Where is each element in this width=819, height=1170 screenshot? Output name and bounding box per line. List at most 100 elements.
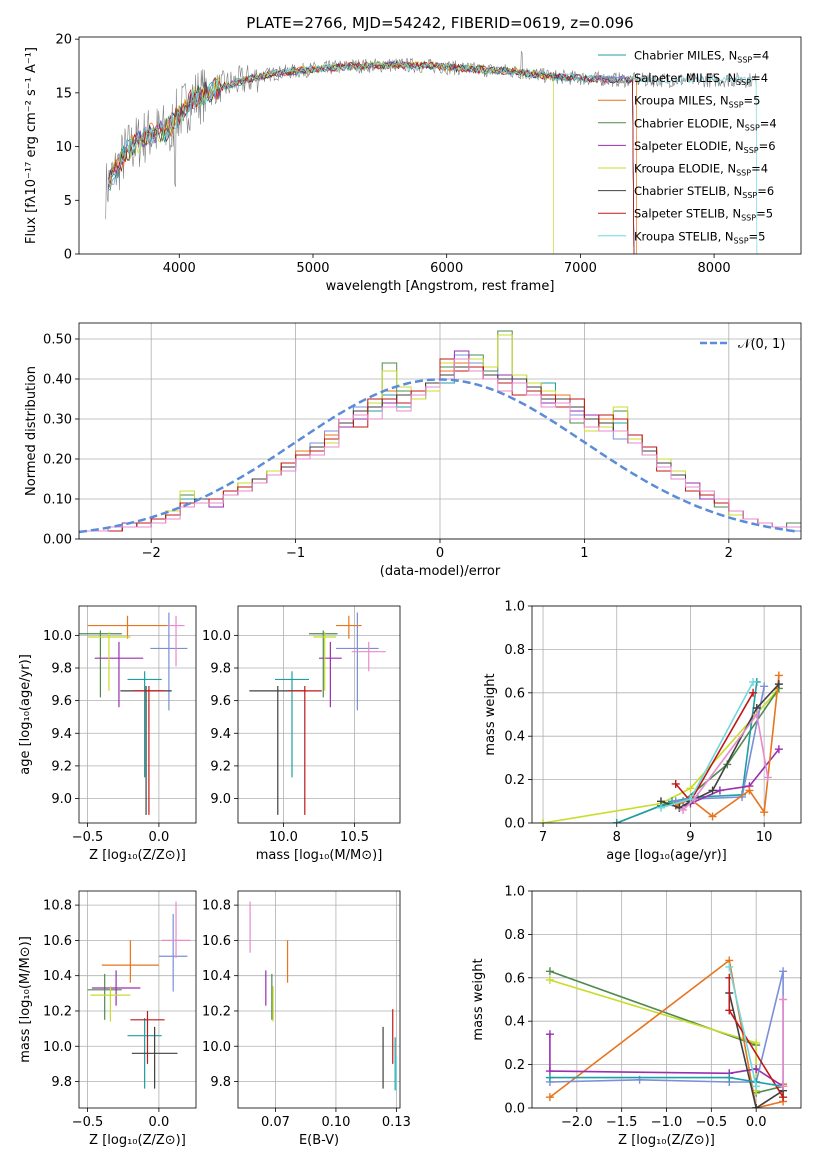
z-mass-xtick-label: −0.5 [72, 1115, 104, 1130]
mass-age-xtick-label: 10.0 [269, 830, 298, 845]
ebv-mass-xtick-label: 0.13 [382, 1115, 411, 1130]
legend-label: Salpeter MILES, NSSP=4 [634, 71, 768, 87]
z-weight-marker [752, 1082, 761, 1091]
mass-age-ytick-label: 9.2 [210, 759, 231, 774]
age-weight-marker [686, 784, 695, 793]
age-weight-marker [708, 786, 717, 795]
z-mass-ytick-label: 10.6 [43, 934, 72, 949]
residuals-ylabel: Normed distribution [24, 366, 39, 496]
legend-label: Kroupa MILES, NSSP=5 [634, 94, 760, 110]
spectrum-xlabel: wavelength [Angstrom, rest frame] [326, 279, 555, 294]
residuals-xtick-label: 2 [725, 546, 733, 561]
age-weight-ytick-label: 0.4 [504, 730, 525, 745]
age-weight-marker [708, 812, 717, 821]
mass-age-point [313, 632, 337, 691]
z-age-plot-area [79, 612, 188, 815]
age-weight-frame [531, 605, 802, 824]
residuals-ytick-label: 0.30 [43, 413, 72, 428]
residuals-xtick-label: −2 [142, 546, 161, 561]
spectrum-frame [78, 36, 802, 255]
z-mass-frame [78, 890, 197, 1109]
z-weight-marker [545, 967, 554, 976]
age-weight-ylabel: mass weight [483, 673, 498, 755]
z-weight-ytick-label: 0.0 [504, 1102, 525, 1117]
spectrum-xtick-label: 4000 [163, 261, 196, 276]
model-fit-line [108, 60, 635, 254]
age-weight-plot-area [539, 671, 783, 823]
z-age-point [87, 615, 168, 639]
mass-age-ytick-label: 9.6 [210, 694, 231, 709]
z-mass-panel: −0.5 0.0 9.8 10.0 10.2 10.4 10.6 10.8 Z [log₁₀(Z… [18, 890, 197, 1148]
spectrum-ytick-label: 10 [55, 140, 72, 155]
z-weight-marker [545, 975, 554, 984]
z-mass-ylabel: mass [log₁₀(M/M⊙)] [18, 936, 33, 1063]
age-weight-marker [774, 680, 783, 689]
z-mass-point [90, 986, 131, 1022]
age-weight-marker [612, 819, 621, 823]
z-mass-ytick-label: 10.4 [43, 969, 72, 984]
ebv-mass-frame [237, 890, 401, 1109]
age-weight-ytick-label: 0.2 [504, 773, 525, 788]
residuals-ytick-label: 0.10 [43, 493, 72, 508]
mass-age-point [287, 685, 322, 815]
age-weight-marker [715, 786, 724, 795]
z-weight-ytick-label: 0.8 [504, 928, 525, 943]
residuals-xtick-label: −1 [286, 546, 305, 561]
z-weight-marker [545, 1093, 554, 1102]
z-age-xtick-label: −0.5 [72, 830, 104, 845]
age-weight-marker [679, 805, 688, 814]
age-weight-marker [671, 779, 680, 788]
legend-label: Salpeter STELIB, NSSP=5 [634, 207, 773, 223]
z-weight-xtick-label: −0.5 [696, 1115, 728, 1130]
z-weight-xtick-label: −1.5 [606, 1115, 638, 1130]
spectrum-xtick-label: 7000 [564, 261, 597, 276]
mass-age-point [274, 671, 310, 778]
age-weight-marker [763, 773, 772, 782]
spectrum-xtick-label: 5000 [296, 261, 329, 276]
z-weight-marker [545, 1073, 554, 1082]
spectrum-ytick-label: 5 [64, 194, 72, 209]
legend-label: Chabrier ELODIE, NSSP=4 [634, 116, 777, 132]
z-weight-xlabel: Z [log₁₀(Z/Z⊙)] [618, 1133, 715, 1148]
spectrum-plot-area [105, 51, 758, 254]
spectrum-xtick-label: 6000 [430, 261, 463, 276]
z-age-ytick-label: 9.4 [51, 727, 72, 742]
age-weight-marker [752, 710, 761, 719]
z-age-point [94, 641, 144, 708]
residuals-xlabel: (data-model)/error [380, 564, 501, 579]
z-weight-ytick-label: 0.4 [504, 1015, 525, 1030]
ebv-mass-plot-area [249, 901, 397, 1091]
residuals-ytick-label: 0.00 [43, 533, 72, 548]
z-mass-ytick-label: 10.8 [43, 899, 72, 914]
mass-age-xlabel: mass [log₁₀(M/M⊙)] [256, 848, 383, 863]
legend-label: Chabrier MILES, NSSP=4 [634, 49, 769, 65]
age-weight-marker [760, 682, 769, 691]
z-age-xlabel: Z [log₁₀(Z/Z⊙)] [89, 848, 186, 863]
age-weight-ytick-label: 0.8 [504, 643, 525, 658]
model-fit-line [108, 60, 635, 254]
z-mass-point [131, 1026, 178, 1089]
z-weight-marker [725, 962, 734, 971]
mass-age-point [319, 641, 342, 708]
legend-label: Kroupa ELODIE, NSSP=4 [634, 162, 768, 178]
gaussian-curve [79, 378, 799, 534]
ebv-mass-ytick-label: 10.8 [202, 899, 231, 914]
z-age-ytick-label: 9.2 [51, 759, 72, 774]
figure-title: PLATE=2766, MJD=54242, FIBERID=0619, z=0… [246, 14, 633, 32]
z-age-ytick-label: 9.8 [51, 662, 72, 677]
mass-age-point [249, 685, 307, 815]
z-mass-ytick-label: 9.8 [51, 1075, 72, 1090]
z-age-point [167, 615, 185, 667]
z-weight-series-line [728, 966, 757, 1087]
residuals-ytick-label: 0.40 [43, 373, 72, 388]
age-weight-marker [774, 745, 783, 754]
age-weight-series-line [682, 712, 769, 811]
residuals-frame [78, 322, 802, 540]
z-weight-marker [779, 1082, 788, 1091]
age-weight-marker [686, 795, 695, 804]
ebv-mass-xlabel: E(B-V) [299, 1133, 339, 1148]
spectrum-ytick-label: 0 [64, 248, 72, 263]
z-weight-panel: −2.0 −1.5 −1.0 −0.5 0.0 0.0 0.2 0.4 0.6 0.8 1.0 Z [… [471, 885, 802, 1148]
age-weight-xtick-label: 9 [686, 830, 694, 845]
ebv-mass-ytick-label: 9.8 [210, 1075, 231, 1090]
